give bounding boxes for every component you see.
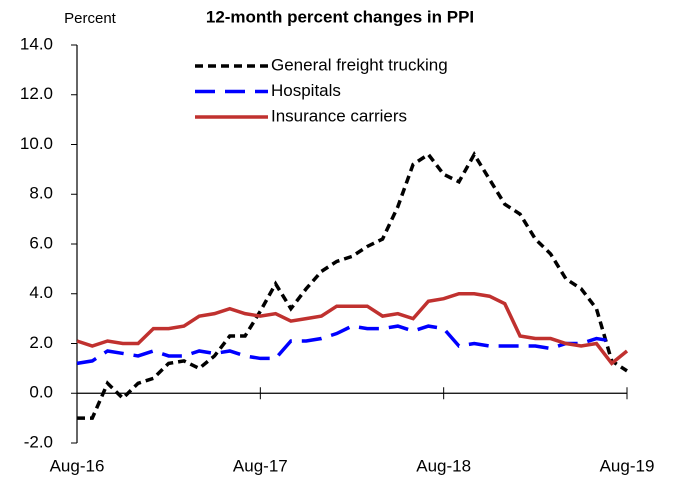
y-tick-label: 4.0	[29, 283, 53, 302]
y-axis-label: Percent	[64, 10, 117, 27]
y-tick-label: 12.0	[20, 84, 53, 103]
chart-title: 12-month percent changes in PPI	[206, 7, 474, 26]
series-line	[76, 292, 629, 366]
legend-label: Insurance carriers	[271, 106, 407, 125]
y-tick-label: 8.0	[29, 184, 53, 203]
y-tick-label: 14.0	[20, 34, 53, 53]
y-tick-label: 0.0	[29, 383, 53, 402]
y-tick-label: -2.0	[24, 432, 53, 451]
x-tick-label: Aug-19	[600, 456, 655, 475]
y-tick-label: 2.0	[29, 333, 53, 352]
series-line	[76, 324, 613, 366]
x-tick-label: Aug-17	[233, 456, 288, 475]
legend-label: General freight trucking	[271, 55, 448, 74]
series-line	[77, 150, 628, 420]
x-tick-label: Aug-16	[50, 456, 105, 475]
legend-label: Hospitals	[271, 81, 341, 100]
y-tick-label: 6.0	[29, 233, 53, 252]
x-tick-label: Aug-18	[416, 456, 471, 475]
y-tick-label: 10.0	[20, 134, 53, 153]
